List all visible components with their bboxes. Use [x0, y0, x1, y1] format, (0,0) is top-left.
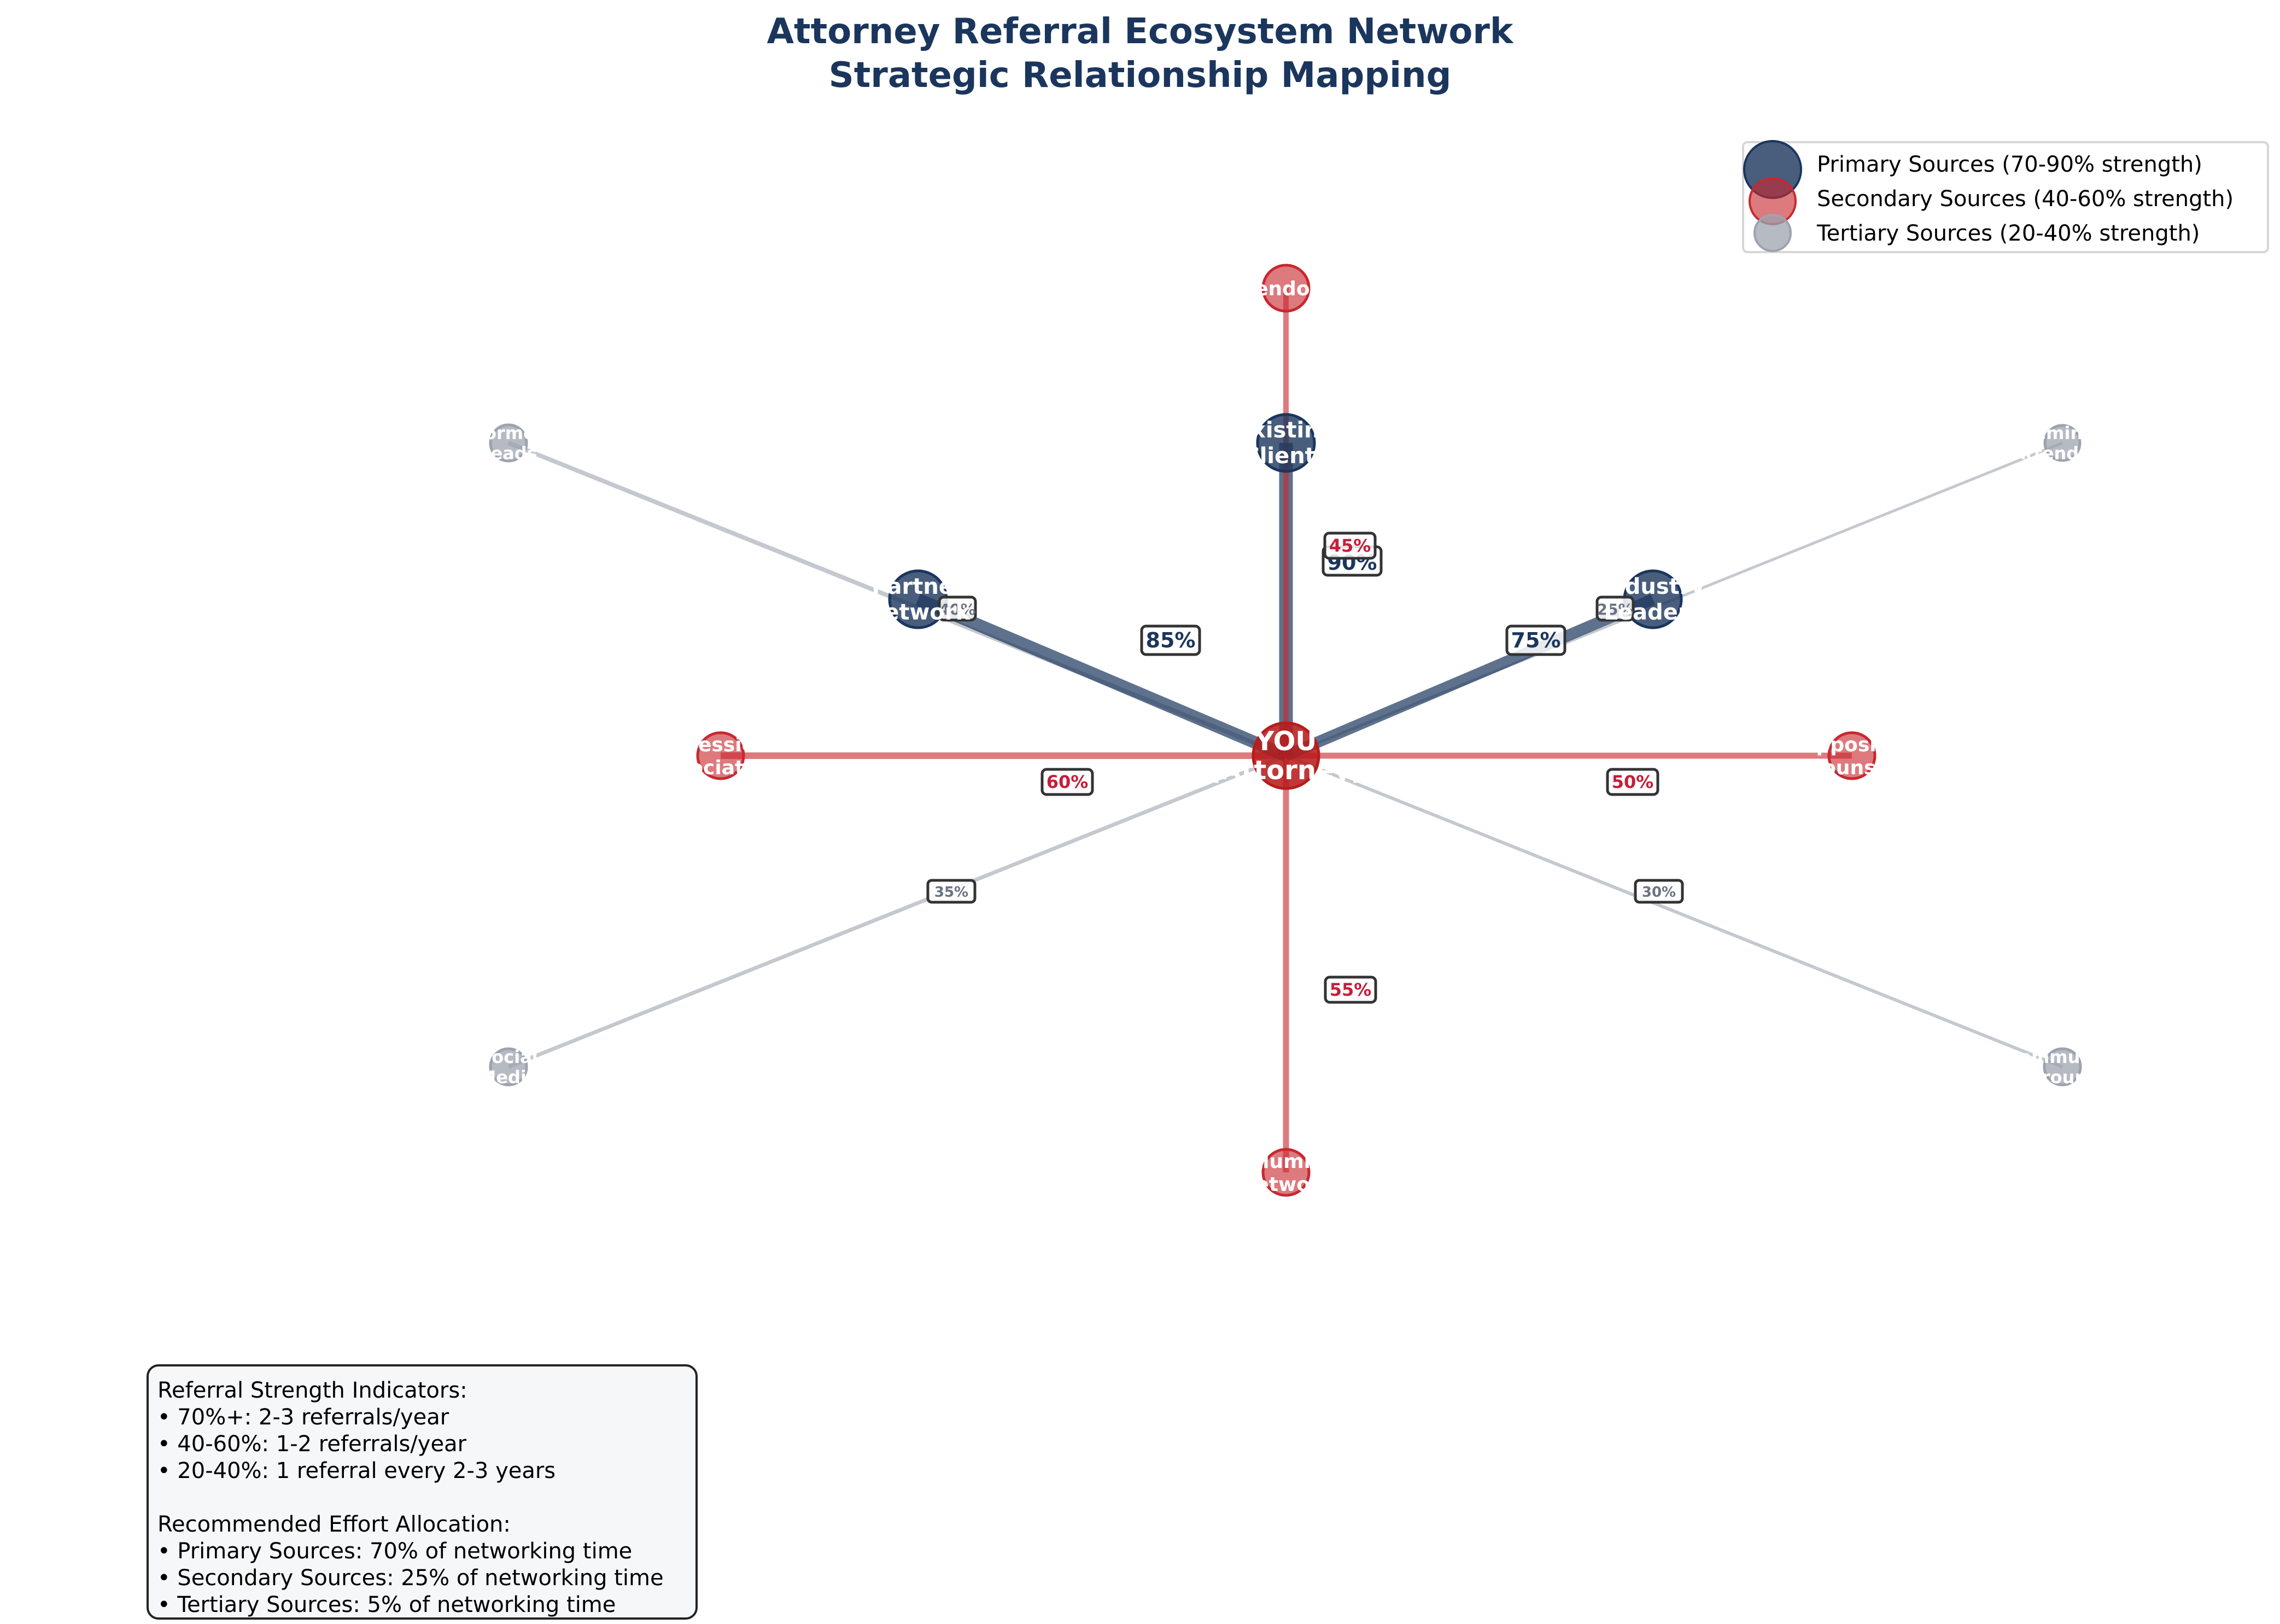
label-professional-associations-2: Associations — [651, 757, 791, 779]
label-existing-clients-1: Existing — [1237, 418, 1336, 443]
label-social-media-1: Social — [479, 1047, 538, 1067]
pct-badge-industry-leaders: 75% — [1505, 624, 1566, 656]
node-former-leads[interactable] — [489, 423, 528, 463]
svg-text:35%: 35% — [934, 884, 968, 901]
label-partner-network-1: Partner — [872, 574, 964, 599]
label-seminar-attendees-1: Seminar — [2021, 423, 2103, 443]
node-community-groups[interactable] — [2043, 1047, 2082, 1086]
primary-marker-icon — [1743, 140, 1802, 199]
pct-badge-social-media: 35% — [926, 879, 977, 904]
label-center-2: (Attorney) — [1209, 755, 1363, 786]
title-line-1: Attorney Referral Ecosystem Network — [767, 11, 1513, 52]
pct-badge-former-leads: 40% — [938, 595, 977, 622]
info-heading-effort: Recommended Effort Allocation: — [157, 1512, 511, 1537]
chart-title: Attorney Referral Ecosystem Network Stra… — [0, 10, 2280, 97]
info-spacer — [157, 1485, 695, 1511]
secondary-marker-icon — [1749, 177, 1797, 225]
label-seminar-attendees-2: Attendees — [2012, 443, 2113, 464]
node-vendors[interactable] — [1261, 264, 1311, 313]
pct-badge-partner-network: 85% — [1140, 624, 1201, 656]
svg-text:60%: 60% — [1047, 772, 1089, 792]
legend-label-tertiary: Tertiary Sources (20-40% strength) — [1817, 221, 2200, 246]
svg-text:85%: 85% — [1146, 628, 1196, 652]
nodes — [489, 264, 2082, 1197]
secondary-edges — [721, 752, 1852, 1172]
svg-text:40%: 40% — [939, 600, 975, 618]
label-professional-associations-1: Professional — [652, 734, 789, 756]
pct-badge-community-groups: 30% — [1634, 879, 1684, 904]
node-professional-associations[interactable] — [696, 731, 745, 780]
info-line: • Secondary Sources: 25% of networking t… — [157, 1565, 664, 1591]
svg-text:50%: 50% — [1612, 772, 1654, 792]
label-former-leads-1: Former — [473, 423, 543, 443]
node-center-you[interactable] — [1252, 721, 1320, 790]
label-partner-network-2: Network — [866, 600, 971, 625]
node-opposing-counsel[interactable] — [1827, 731, 1876, 780]
svg-text:45%: 45% — [1329, 535, 1371, 556]
label-social-media-2: Media — [478, 1067, 538, 1088]
pct-badge-alumni-network: 55% — [1324, 975, 1377, 1004]
node-social-media[interactable] — [489, 1047, 528, 1086]
pct-badge-vendors: 45% — [1323, 531, 1377, 560]
strength-labels: 40% 25% 90% 45% 85% 75% 60% 50% — [926, 531, 1684, 1004]
edge-community-groups — [1285, 754, 2063, 1068]
pct-badge-opposing-counsel: 50% — [1606, 768, 1659, 796]
label-industry-leaders-1: Industry — [1601, 574, 1704, 599]
legend-label-secondary: Secondary Sources (40-60% strength) — [1817, 186, 2234, 212]
tertiary-marker-icon — [1753, 214, 1792, 252]
label-community-groups-2: Groups — [2027, 1067, 2098, 1088]
node-seminar-attendees[interactable] — [2043, 424, 2082, 462]
label-vendors: Vendors — [1241, 278, 1331, 300]
info-line: • 70%+: 2-3 referrals/year — [157, 1405, 449, 1430]
info-line: • 40-60%: 1-2 referrals/year — [157, 1432, 467, 1457]
label-opposing-counsel-1: Opposing — [1799, 734, 1904, 756]
edge-industry-leaders — [1283, 594, 1656, 761]
svg-text:75%: 75% — [1511, 628, 1561, 652]
label-existing-clients-2: Clients — [1243, 443, 1328, 469]
strength-info-box: Referral Strength Indicators: • 70%+: 2-… — [147, 1364, 698, 1620]
label-community-groups-1: Community — [2007, 1047, 2119, 1067]
info-line: • Tertiary Sources: 5% of networking tim… — [157, 1592, 616, 1617]
label-center-1: YOU — [1255, 726, 1317, 757]
legend: Primary Sources (70-90% strength) Second… — [1742, 140, 2269, 253]
svg-text:30%: 30% — [1642, 884, 1676, 901]
info-heading-strength: Referral Strength Indicators: — [157, 1378, 467, 1403]
info-line: • Primary Sources: 70% of networking tim… — [157, 1539, 633, 1564]
label-alumni-network-1: Alumni — [1247, 1150, 1324, 1173]
edge-partner-network — [915, 593, 1289, 762]
title-line-2: Strategic Relationship Mapping — [828, 55, 1452, 96]
legend-label-primary: Primary Sources (70-90% strength) — [1817, 152, 2202, 177]
node-existing-clients[interactable] — [1256, 413, 1316, 473]
svg-text:55%: 55% — [1330, 979, 1372, 1000]
label-industry-leaders-2: Leaders — [1604, 600, 1702, 625]
svg-text:25%: 25% — [1597, 600, 1633, 618]
node-labels: Vendors Existing Clients Partner Network… — [473, 278, 2118, 1196]
pct-badge-professional-associations: 60% — [1040, 768, 1094, 796]
label-former-leads-2: Leads — [480, 443, 537, 464]
label-opposing-counsel-2: Counsel — [1808, 757, 1896, 779]
edge-social-media — [507, 753, 1287, 1069]
label-alumni-network-2: Network — [1239, 1173, 1333, 1196]
node-alumni-network[interactable] — [1261, 1148, 1311, 1197]
pct-badge-seminar-attendees: 25% — [1595, 595, 1635, 622]
info-line: • 20-40%: 1 referral every 2-3 years — [157, 1458, 556, 1483]
